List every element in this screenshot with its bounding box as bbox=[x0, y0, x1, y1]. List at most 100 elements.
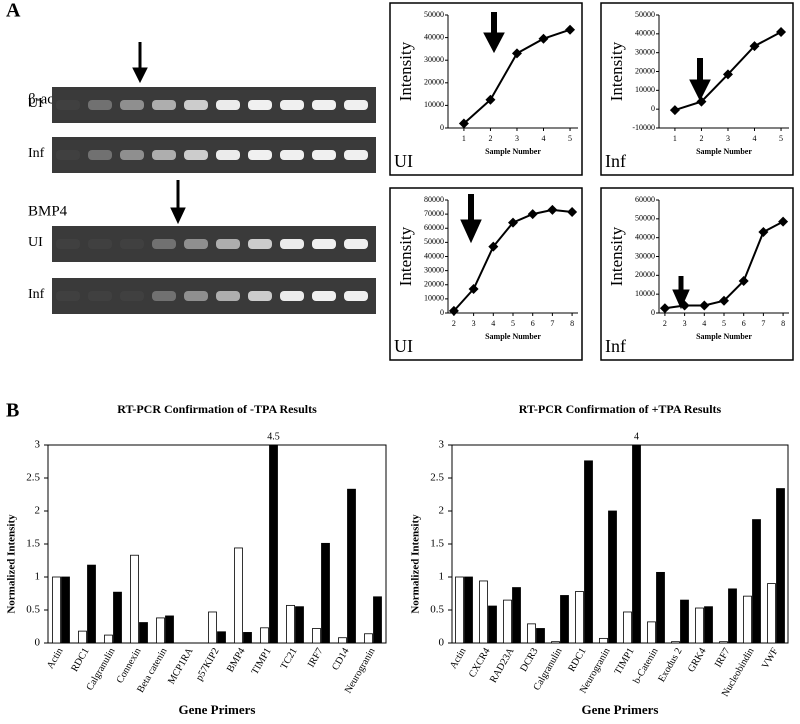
bar bbox=[208, 611, 217, 643]
y-tick-label: 0.5 bbox=[26, 604, 40, 616]
bar bbox=[575, 591, 584, 643]
bar bbox=[767, 583, 776, 643]
point bbox=[508, 217, 518, 228]
x-tick-label: 2 bbox=[488, 134, 492, 143]
bar bbox=[104, 634, 113, 643]
arrows bbox=[132, 12, 711, 310]
bar bbox=[165, 615, 174, 643]
gel-band bbox=[248, 239, 272, 249]
bar bbox=[503, 599, 512, 643]
gel-band bbox=[184, 150, 208, 160]
bars bbox=[455, 445, 785, 643]
bar bbox=[527, 623, 536, 643]
y-axis-label: Intensity bbox=[607, 41, 626, 101]
bar bbox=[243, 632, 252, 643]
arrow-head bbox=[689, 79, 711, 102]
y-tick-label: 40000 bbox=[635, 29, 655, 38]
bar bbox=[321, 542, 330, 643]
gel-band bbox=[152, 100, 176, 110]
bar bbox=[671, 641, 680, 643]
bar bbox=[695, 607, 704, 643]
bar bbox=[551, 641, 560, 643]
x-tick-label: 6 bbox=[531, 319, 535, 328]
y-axis-label: Normalized Intensity bbox=[410, 514, 422, 614]
y-tick-label: 30000 bbox=[424, 55, 444, 64]
point bbox=[458, 118, 469, 129]
bar bbox=[584, 460, 593, 643]
bar bbox=[719, 641, 728, 643]
bar bbox=[728, 588, 737, 643]
x-tick-label: 2 bbox=[452, 319, 456, 328]
x-tick-label: 5 bbox=[779, 134, 783, 143]
panel-label: UI bbox=[394, 336, 413, 356]
bar bbox=[560, 595, 569, 643]
point bbox=[511, 48, 522, 59]
arrow-head bbox=[132, 67, 148, 84]
point bbox=[567, 207, 578, 218]
x-tick-label: 4 bbox=[753, 134, 757, 143]
bar bbox=[647, 621, 656, 643]
arrow-head bbox=[672, 289, 690, 310]
gel-band bbox=[56, 100, 80, 110]
bar bbox=[156, 617, 165, 643]
point bbox=[776, 26, 787, 37]
bar bbox=[312, 628, 321, 643]
gel-band bbox=[88, 291, 112, 301]
y-tick-label: 60000 bbox=[635, 195, 655, 204]
bar bbox=[632, 445, 641, 643]
point bbox=[749, 41, 760, 52]
bar bbox=[295, 606, 304, 643]
y-tick-label: 1.5 bbox=[430, 538, 444, 550]
chart-frame bbox=[389, 187, 583, 361]
gel-band bbox=[344, 291, 368, 301]
point bbox=[448, 305, 459, 316]
arrow-head bbox=[170, 207, 186, 225]
gel-band bbox=[216, 100, 240, 110]
point bbox=[758, 227, 769, 238]
y-tick-label: 30000 bbox=[424, 265, 444, 274]
x-tick-label: 2 bbox=[699, 134, 703, 143]
y-tick-label: 10000 bbox=[424, 100, 444, 109]
y-tick-label: 80000 bbox=[424, 195, 444, 204]
gel-band bbox=[88, 150, 112, 160]
y-axis-label: Intensity bbox=[396, 226, 415, 286]
y-tick-label: 3 bbox=[35, 439, 41, 451]
gel-band bbox=[344, 150, 368, 160]
x-tick-label: 4 bbox=[491, 319, 495, 328]
y-tick-label: 0 bbox=[651, 308, 655, 317]
x-tick-label: 3 bbox=[515, 134, 519, 143]
gel-band bbox=[280, 239, 304, 249]
gel-band bbox=[312, 239, 336, 249]
gel-row-label: UI bbox=[28, 235, 43, 250]
point bbox=[565, 24, 576, 35]
bar bbox=[464, 576, 473, 643]
bar bbox=[704, 606, 713, 643]
y-tick-label: 2.5 bbox=[430, 472, 444, 484]
x-tick-label: 8 bbox=[570, 319, 574, 328]
x-axis-label: Gene Primers bbox=[179, 702, 256, 717]
y-tick-label: 0.5 bbox=[430, 604, 444, 616]
y-axis-label: Intensity bbox=[607, 226, 626, 286]
bar bbox=[52, 576, 61, 643]
gel-band bbox=[312, 100, 336, 110]
point bbox=[547, 204, 558, 215]
bar bbox=[455, 576, 464, 643]
y-tick-label: 20000 bbox=[424, 280, 444, 289]
point bbox=[696, 96, 707, 107]
x-tick-label: 1 bbox=[462, 134, 466, 143]
y-tick-label: 1 bbox=[439, 571, 445, 583]
bar bbox=[743, 595, 752, 643]
point bbox=[468, 283, 479, 294]
y-tick-label: 50000 bbox=[635, 10, 655, 19]
bar bbox=[752, 519, 761, 643]
gel-row-label: Inf bbox=[28, 287, 45, 302]
x-tick-label: 1 bbox=[673, 134, 677, 143]
bar bbox=[512, 587, 521, 643]
panel-label: Inf bbox=[605, 336, 626, 356]
point bbox=[738, 275, 749, 286]
gel-band bbox=[120, 150, 144, 160]
y-tick-label: -10000 bbox=[632, 123, 655, 132]
y-tick-label: 40000 bbox=[424, 251, 444, 260]
